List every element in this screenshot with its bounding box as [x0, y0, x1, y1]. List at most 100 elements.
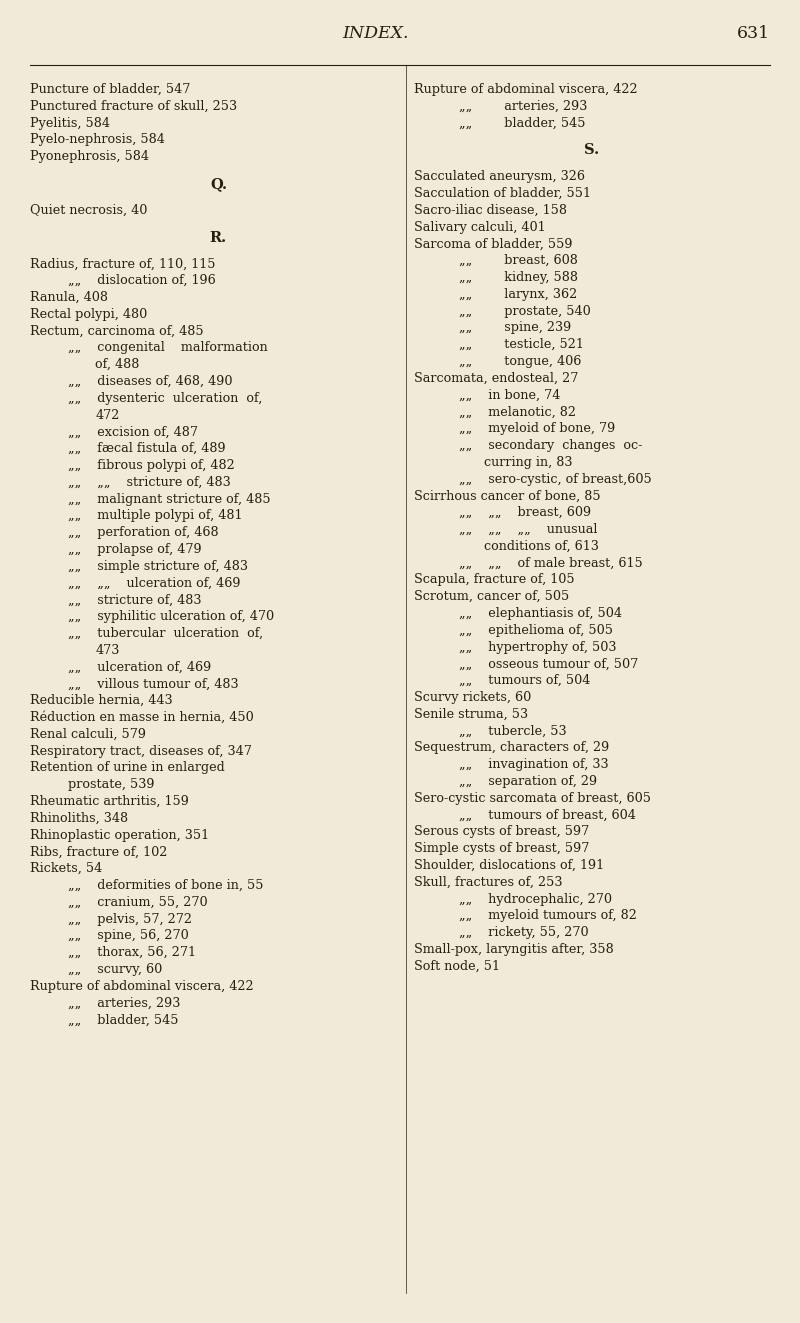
- Text: „„    „„    stricture of, 483: „„ „„ stricture of, 483: [68, 476, 231, 488]
- Text: „„    separation of, 29: „„ separation of, 29: [459, 775, 598, 789]
- Text: „„    cranium, 55, 270: „„ cranium, 55, 270: [68, 896, 208, 909]
- Text: „„        spine, 239: „„ spine, 239: [459, 321, 572, 335]
- Text: R.: R.: [210, 230, 227, 245]
- Text: „„    „„    ulceration of, 469: „„ „„ ulceration of, 469: [68, 577, 241, 590]
- Text: „„        arteries, 293: „„ arteries, 293: [459, 99, 588, 112]
- Text: Sarcoma of bladder, 559: Sarcoma of bladder, 559: [414, 237, 573, 250]
- Text: „„    diseases of, 468, 490: „„ diseases of, 468, 490: [68, 374, 233, 388]
- Text: Q.: Q.: [210, 177, 227, 191]
- Text: „„    myeloid of bone, 79: „„ myeloid of bone, 79: [459, 422, 616, 435]
- Text: Sacculation of bladder, 551: Sacculation of bladder, 551: [414, 187, 591, 200]
- Text: „„    epithelioma of, 505: „„ epithelioma of, 505: [459, 624, 614, 636]
- Text: Reducible hernia, 443: Reducible hernia, 443: [30, 695, 173, 708]
- Text: Serous cysts of breast, 597: Serous cysts of breast, 597: [414, 826, 590, 839]
- Text: „„        breast, 608: „„ breast, 608: [459, 254, 578, 267]
- Text: Rheumatic arthritis, 159: Rheumatic arthritis, 159: [30, 795, 190, 808]
- Text: Rhinoplastic operation, 351: Rhinoplastic operation, 351: [30, 828, 210, 841]
- Text: „„    melanotic, 82: „„ melanotic, 82: [459, 405, 577, 418]
- Text: „„    „„    breast, 609: „„ „„ breast, 609: [459, 507, 591, 519]
- Text: Salivary calculi, 401: Salivary calculi, 401: [414, 221, 546, 234]
- Text: „„        larynx, 362: „„ larynx, 362: [459, 288, 578, 300]
- Text: Pyelitis, 584: Pyelitis, 584: [30, 116, 110, 130]
- Text: „„    simple stricture of, 483: „„ simple stricture of, 483: [68, 560, 248, 573]
- Text: Scurvy rickets, 60: Scurvy rickets, 60: [414, 691, 532, 704]
- Text: „„    tubercular  ulceration  of,: „„ tubercular ulceration of,: [68, 627, 263, 640]
- Text: Radius, fracture of, 110, 115: Radius, fracture of, 110, 115: [30, 258, 216, 270]
- Text: „„    hypertrophy of, 503: „„ hypertrophy of, 503: [459, 640, 617, 654]
- Text: Rupture of abdominal viscera, 422: Rupture of abdominal viscera, 422: [414, 83, 638, 97]
- Text: „„    secondary  changes  oc-: „„ secondary changes oc-: [459, 439, 642, 452]
- Text: „„    villous tumour of, 483: „„ villous tumour of, 483: [68, 677, 239, 691]
- Text: conditions of, 613: conditions of, 613: [485, 540, 599, 553]
- Text: Simple cysts of breast, 597: Simple cysts of breast, 597: [414, 843, 590, 855]
- Text: „„    sero-cystic, of breast,605: „„ sero-cystic, of breast,605: [459, 472, 652, 486]
- Text: „„    ulceration of, 469: „„ ulceration of, 469: [68, 660, 212, 673]
- Text: „„        kidney, 588: „„ kidney, 588: [459, 271, 578, 284]
- Text: „„    syphilitic ulceration of, 470: „„ syphilitic ulceration of, 470: [68, 610, 274, 623]
- Text: Respiratory tract, diseases of, 347: Respiratory tract, diseases of, 347: [30, 745, 252, 758]
- Text: „„    thorax, 56, 271: „„ thorax, 56, 271: [68, 946, 196, 959]
- Text: Punctured fracture of skull, 253: Punctured fracture of skull, 253: [30, 99, 238, 112]
- Text: „„    tumours of breast, 604: „„ tumours of breast, 604: [459, 808, 636, 822]
- Text: Rickets, 54: Rickets, 54: [30, 863, 102, 876]
- Text: „„    arteries, 293: „„ arteries, 293: [68, 996, 181, 1009]
- Text: „„    osseous tumour of, 507: „„ osseous tumour of, 507: [459, 658, 638, 671]
- Text: 473: 473: [95, 644, 120, 656]
- Text: „„    deformities of bone in, 55: „„ deformities of bone in, 55: [68, 878, 264, 892]
- Text: „„    spine, 56, 270: „„ spine, 56, 270: [68, 929, 189, 942]
- Text: „„        tongue, 406: „„ tongue, 406: [459, 355, 582, 368]
- Text: „„    prolapse of, 479: „„ prolapse of, 479: [68, 542, 202, 556]
- Text: „„    pelvis, 57, 272: „„ pelvis, 57, 272: [68, 913, 192, 926]
- Text: Sacculated aneurysm, 326: Sacculated aneurysm, 326: [414, 171, 586, 183]
- Text: „„    dislocation of, 196: „„ dislocation of, 196: [68, 274, 216, 287]
- Text: 472: 472: [95, 409, 120, 422]
- Text: „„    multiple polypi of, 481: „„ multiple polypi of, 481: [68, 509, 243, 523]
- Text: Scirrhous cancer of bone, 85: Scirrhous cancer of bone, 85: [414, 490, 601, 503]
- Text: of, 488: of, 488: [95, 359, 140, 372]
- Text: Shoulder, dislocations of, 191: Shoulder, dislocations of, 191: [414, 859, 605, 872]
- Text: S.: S.: [585, 143, 599, 157]
- Text: Rupture of abdominal viscera, 422: Rupture of abdominal viscera, 422: [30, 980, 254, 992]
- Text: „„    malignant stricture of, 485: „„ malignant stricture of, 485: [68, 492, 271, 505]
- Text: „„    invagination of, 33: „„ invagination of, 33: [459, 758, 609, 771]
- Text: „„    myeloid tumours of, 82: „„ myeloid tumours of, 82: [459, 909, 638, 922]
- Text: Rectum, carcinoma of, 485: Rectum, carcinoma of, 485: [30, 324, 204, 337]
- Text: Ribs, fracture of, 102: Ribs, fracture of, 102: [30, 845, 168, 859]
- Text: „„    tumours of, 504: „„ tumours of, 504: [459, 675, 590, 687]
- Text: „„    stricture of, 483: „„ stricture of, 483: [68, 594, 202, 606]
- Text: Réduction en masse in hernia, 450: Réduction en masse in hernia, 450: [30, 710, 254, 724]
- Text: „„    congenital    malformation: „„ congenital malformation: [68, 341, 268, 355]
- Text: Rhinoliths, 348: Rhinoliths, 348: [30, 812, 129, 824]
- Text: Pyelo-nephrosis, 584: Pyelo-nephrosis, 584: [30, 134, 166, 147]
- Text: Pyonephrosis, 584: Pyonephrosis, 584: [30, 151, 150, 163]
- Text: „„    bladder, 545: „„ bladder, 545: [68, 1013, 179, 1027]
- Text: „„        bladder, 545: „„ bladder, 545: [459, 116, 586, 130]
- Text: Sequestrum, characters of, 29: Sequestrum, characters of, 29: [414, 741, 610, 754]
- Text: „„    „„    of male breast, 615: „„ „„ of male breast, 615: [459, 557, 643, 570]
- Text: „„    in bone, 74: „„ in bone, 74: [459, 389, 561, 402]
- Text: „„    perforation of, 468: „„ perforation of, 468: [68, 527, 219, 540]
- Text: „„    hydrocephalic, 270: „„ hydrocephalic, 270: [459, 893, 613, 906]
- Text: curring in, 83: curring in, 83: [485, 456, 573, 468]
- Text: „„    „„    „„    unusual: „„ „„ „„ unusual: [459, 523, 598, 536]
- Text: „„    rickety, 55, 270: „„ rickety, 55, 270: [459, 926, 589, 939]
- Text: „„    tubercle, 53: „„ tubercle, 53: [459, 725, 567, 738]
- Text: Sarcomata, endosteal, 27: Sarcomata, endosteal, 27: [414, 372, 578, 385]
- Text: „„    elephantiasis of, 504: „„ elephantiasis of, 504: [459, 607, 622, 620]
- Text: Puncture of bladder, 547: Puncture of bladder, 547: [30, 83, 190, 97]
- Text: INDEX.: INDEX.: [342, 25, 410, 42]
- Text: Small-pox, laryngitis after, 358: Small-pox, laryngitis after, 358: [414, 943, 614, 957]
- Text: Soft node, 51: Soft node, 51: [414, 959, 501, 972]
- Text: prostate, 539: prostate, 539: [68, 778, 155, 791]
- Text: „„    dysenteric  ulceration  of,: „„ dysenteric ulceration of,: [68, 392, 262, 405]
- Text: „„    fibrous polypi of, 482: „„ fibrous polypi of, 482: [68, 459, 235, 472]
- Text: Renal calculi, 579: Renal calculi, 579: [30, 728, 146, 741]
- Text: Skull, fractures of, 253: Skull, fractures of, 253: [414, 876, 563, 889]
- Text: „„    scurvy, 60: „„ scurvy, 60: [68, 963, 162, 976]
- Text: Scapula, fracture of, 105: Scapula, fracture of, 105: [414, 573, 575, 586]
- Text: Quiet necrosis, 40: Quiet necrosis, 40: [30, 204, 148, 217]
- Text: „„        testicle, 521: „„ testicle, 521: [459, 339, 584, 351]
- Text: „„    excision of, 487: „„ excision of, 487: [68, 426, 198, 438]
- Text: Rectal polypi, 480: Rectal polypi, 480: [30, 308, 148, 320]
- Text: Scrotum, cancer of, 505: Scrotum, cancer of, 505: [414, 590, 570, 603]
